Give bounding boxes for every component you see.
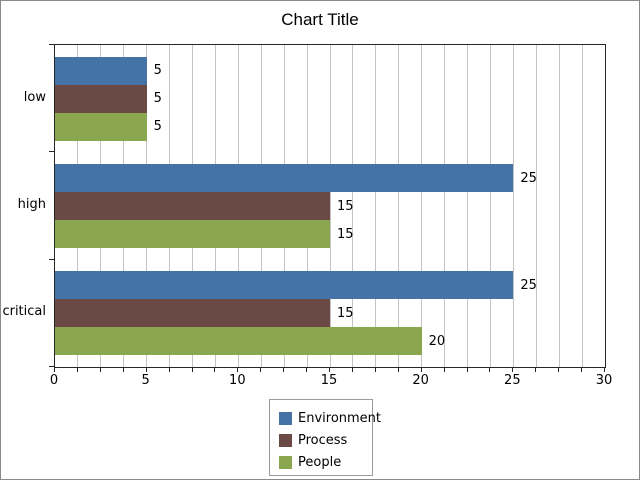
- bar-environment-high: [55, 164, 514, 192]
- x-axis-label-25: 25: [504, 373, 521, 388]
- x-axis-tick: [535, 367, 537, 372]
- legend-item-people: People: [279, 451, 372, 473]
- value-label-environment-high: 25: [520, 170, 537, 186]
- legend: Environment Process People: [269, 399, 381, 476]
- legend-label-process: Process: [298, 432, 348, 448]
- x-axis-tick: [99, 367, 101, 372]
- category-label-low: low: [23, 89, 46, 105]
- gridline: [421, 45, 423, 367]
- legend-label-people: People: [298, 454, 342, 470]
- bar-people-high: [55, 220, 330, 248]
- gridline: [352, 45, 354, 367]
- gridline: [558, 45, 560, 367]
- x-axis-label-30: 30: [595, 373, 613, 388]
- gridline: [444, 45, 446, 367]
- x-axis-tick: [558, 367, 560, 372]
- value-label-process-critical: 15: [337, 305, 354, 321]
- x-axis-label-5: 5: [141, 373, 150, 388]
- chart-title: Chart Title: [281, 10, 359, 29]
- x-axis-tick: [581, 367, 583, 372]
- legend-item-environment: Environment: [279, 407, 381, 429]
- bar-environment-low: [55, 56, 147, 85]
- x-axis-tick: [466, 367, 468, 372]
- value-label-environment-low: 5: [153, 63, 162, 79]
- x-axis-tick: [604, 367, 605, 372]
- y-axis-tick: [49, 151, 54, 152]
- x-axis-tick: [122, 367, 124, 372]
- bar-environment-critical: [55, 271, 514, 300]
- value-label-environment-critical: 25: [520, 277, 537, 293]
- legend-swatch-environment: [279, 411, 292, 425]
- x-axis-tick: [489, 367, 491, 372]
- y-axis-tick: [49, 366, 54, 367]
- x-axis-tick: [168, 367, 170, 372]
- x-axis-tick: [54, 367, 55, 372]
- x-axis-tick: [420, 367, 422, 372]
- bar-process-high: [55, 192, 330, 220]
- x-axis-tick: [237, 367, 239, 372]
- gridline: [375, 45, 377, 367]
- value-label-people-high: 15: [337, 226, 354, 242]
- gridline: [581, 45, 583, 367]
- legend-swatch-people: [279, 455, 292, 469]
- x-axis-label-10: 10: [229, 373, 246, 388]
- x-axis-tick: [512, 367, 514, 372]
- legend-item-process: Process: [279, 429, 372, 451]
- y-axis-tick: [49, 44, 54, 45]
- y-axis-tick: [49, 259, 54, 260]
- x-axis-tick: [443, 367, 445, 372]
- x-axis-label-20: 20: [412, 373, 429, 388]
- x-axis-tick: [306, 367, 308, 372]
- x-axis-tick: [283, 367, 285, 372]
- x-axis-tick: [329, 367, 330, 372]
- gridline: [329, 45, 331, 367]
- value-label-process-low: 5: [153, 91, 162, 107]
- bar-process-critical: [55, 299, 330, 328]
- x-axis-tick: [76, 367, 78, 372]
- gridline: [512, 45, 514, 367]
- value-label-people-low: 5: [153, 119, 162, 135]
- legend-swatch-process: [279, 433, 292, 447]
- gridline: [398, 45, 400, 367]
- plot-area: 5 5 5 25 15 15 25 15 20: [54, 44, 606, 368]
- gridline: [467, 45, 468, 367]
- bar-people-critical: [55, 327, 422, 356]
- legend-label-environment: Environment: [298, 410, 382, 426]
- x-axis-tick: [145, 367, 147, 372]
- value-label-people-critical: 20: [428, 333, 446, 349]
- category-label-high: high: [17, 197, 46, 212]
- gridline: [535, 45, 537, 367]
- x-axis-tick: [351, 367, 353, 372]
- x-axis-tick: [191, 367, 193, 372]
- bar-people-low: [55, 112, 147, 141]
- x-axis-tick: [214, 367, 216, 372]
- x-axis-label-0: 0: [49, 373, 59, 388]
- bar-process-low: [55, 84, 147, 113]
- x-axis-label-15: 15: [320, 373, 338, 388]
- category-label-critical: critical: [2, 304, 46, 320]
- value-label-process-high: 15: [337, 198, 354, 214]
- x-axis-tick: [374, 367, 376, 372]
- x-axis-tick: [260, 367, 262, 372]
- gridline: [489, 45, 491, 367]
- x-axis-tick: [397, 367, 399, 372]
